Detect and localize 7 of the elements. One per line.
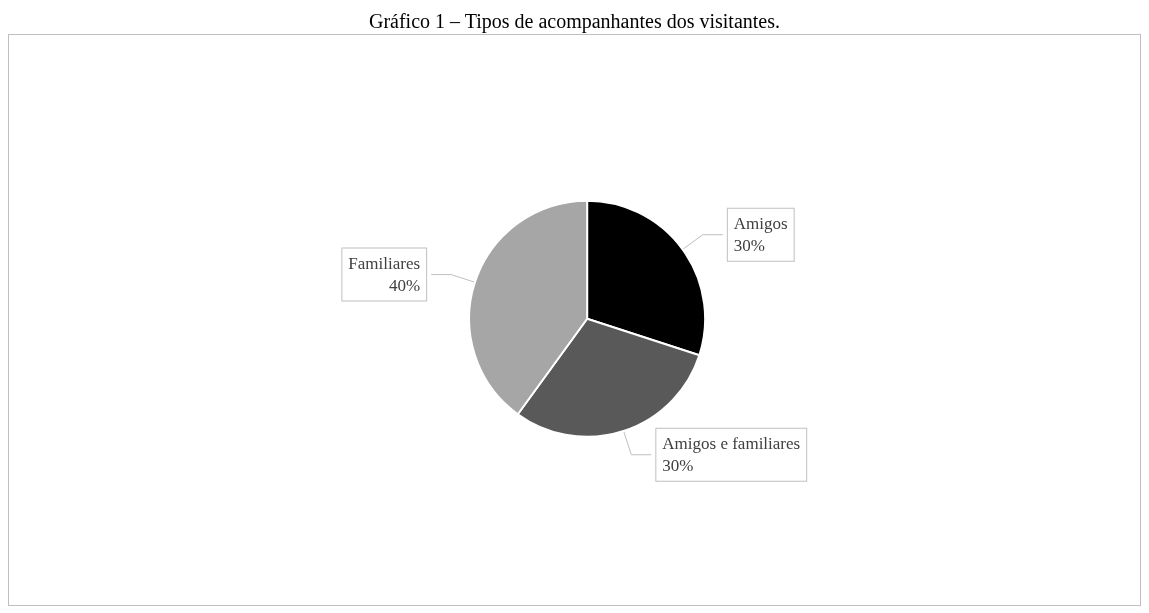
data-label: 30% bbox=[733, 236, 765, 256]
data-label: 40% bbox=[388, 276, 421, 296]
slice-label: Amigos bbox=[733, 214, 788, 234]
slice-label: Familiares bbox=[348, 254, 421, 274]
data-label: 30% bbox=[662, 456, 694, 476]
slice-label: Amigos e familiares bbox=[662, 434, 801, 454]
chart-title: Gráfico 1 – Tipos de acompanhantes dos visitantes. bbox=[368, 10, 781, 33]
